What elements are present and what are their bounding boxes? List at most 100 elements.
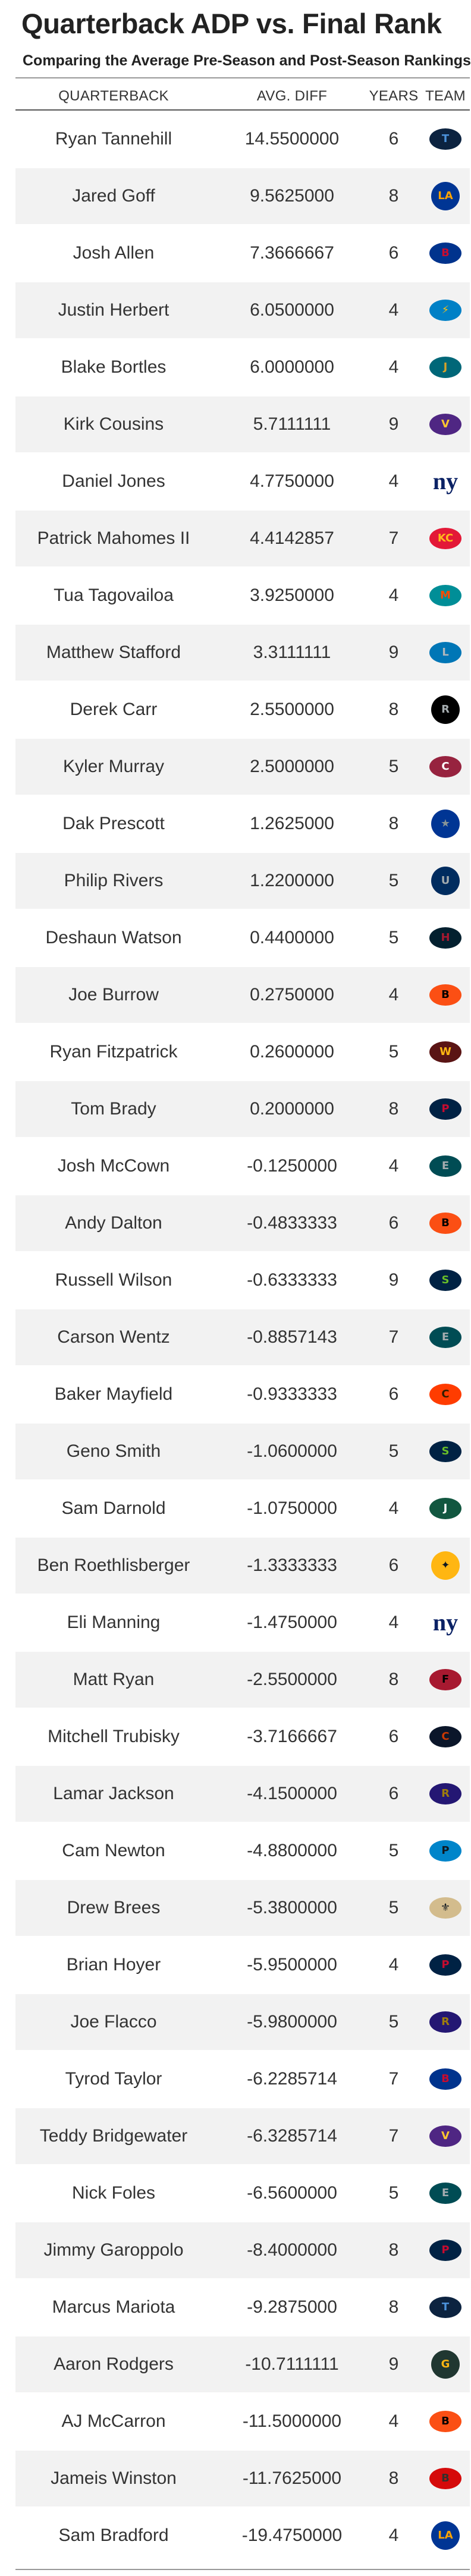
- table-row: Derek Carr 2.5500000 8 R: [15, 682, 470, 739]
- team-cell: G: [413, 2336, 471, 2392]
- years-value: 5: [388, 757, 399, 776]
- column-header-quarterback[interactable]: QUARTERBACK: [58, 88, 169, 104]
- bills-logo-icon: B: [429, 2068, 461, 2090]
- table-row: Deshaun Watson 0.4400000 5 H: [15, 910, 470, 967]
- quarterback-name: Aaron Rodgers: [54, 2354, 174, 2374]
- column-header-years[interactable]: YEARS: [369, 88, 419, 104]
- team-cell: S: [413, 1252, 471, 1308]
- titans-logo-icon: T: [429, 2297, 461, 2318]
- steelers-logo-icon: ✦: [431, 1551, 460, 1580]
- table-row: Teddy Bridgewater -6.3285714 7 V: [15, 2108, 470, 2165]
- quarterback-name: Jimmy Garoppolo: [43, 2240, 184, 2260]
- team-cell: LA: [413, 168, 471, 224]
- years-value: 8: [388, 700, 399, 719]
- bottom-rule: [15, 2569, 470, 2570]
- team-cell: P: [413, 1081, 471, 1137]
- avg-diff-value: 14.5500000: [244, 129, 340, 149]
- avg-diff-value: -10.7111111: [245, 2354, 339, 2374]
- team-cell: P: [413, 1823, 471, 1879]
- years-value: 8: [388, 2240, 399, 2260]
- years-value: 4: [388, 1156, 399, 1176]
- team-cell: KC: [413, 511, 471, 566]
- bears-logo-icon: C: [429, 1726, 461, 1747]
- table-row: Dak Prescott 1.2625000 8 ★: [15, 796, 470, 853]
- quarterback-name: Patrick Mahomes II: [37, 528, 190, 548]
- table-row: Eli Manning -1.4750000 4 ny: [15, 1595, 470, 1652]
- avg-diff-value: -3.7166667: [247, 1727, 337, 1746]
- years-value: 5: [388, 871, 399, 890]
- avg-diff-value: -0.1250000: [247, 1156, 337, 1176]
- bengals-logo-icon: B: [429, 2411, 461, 2432]
- quarterback-name: Baker Mayfield: [54, 1384, 173, 1404]
- avg-diff-value: -2.5500000: [247, 1670, 337, 1689]
- years-value: 6: [388, 1555, 399, 1575]
- avg-diff-value: -0.9333333: [247, 1384, 337, 1404]
- colts-logo-icon: U: [431, 867, 460, 895]
- avg-diff-value: 4.4142857: [250, 528, 334, 548]
- quarterback-name: Drew Brees: [67, 1898, 161, 1917]
- years-value: 7: [388, 2069, 399, 2089]
- table-row: Drew Brees -5.3800000 5 ⚜: [15, 1880, 470, 1937]
- years-value: 9: [388, 414, 399, 434]
- years-value: 8: [388, 2297, 399, 2317]
- years-value: 4: [388, 357, 399, 377]
- team-cell: E: [413, 1138, 471, 1194]
- table-row: Justin Herbert 6.0500000 4 ⚡: [15, 282, 470, 339]
- avg-diff-value: -4.1500000: [247, 1784, 337, 1803]
- team-cell: V: [413, 2108, 471, 2164]
- table-row: Tom Brady 0.2000000 8 P: [15, 1081, 470, 1138]
- column-header-avg-diff[interactable]: AVG. DIFF: [256, 88, 328, 104]
- years-value: 4: [388, 985, 399, 1004]
- avg-diff-value: -4.8800000: [247, 1841, 337, 1860]
- team-cell: U: [413, 853, 471, 909]
- years-value: 6: [388, 1784, 399, 1803]
- table-row: Tyrod Taylor -6.2285714 7 B: [15, 2051, 470, 2108]
- quarterback-name: Sam Darnold: [61, 1498, 166, 1518]
- team-cell: B: [413, 225, 471, 281]
- quarterback-name: Tua Tagovailoa: [54, 585, 174, 605]
- team-cell: C: [413, 739, 471, 795]
- avg-diff-value: -19.4750000: [241, 2525, 343, 2545]
- years-value: 8: [388, 814, 399, 833]
- years-value: 7: [388, 528, 399, 548]
- seahawks-logo-icon: S: [429, 1441, 461, 1462]
- column-header-team[interactable]: TEAM: [425, 88, 466, 104]
- quarterback-name: Philip Rivers: [64, 871, 164, 890]
- quarterback-name: Josh Allen: [73, 243, 155, 263]
- team-cell: B: [413, 967, 471, 1023]
- years-value: 5: [388, 1841, 399, 1860]
- quarterback-name: Tyrod Taylor: [65, 2069, 162, 2089]
- team-cell: L: [413, 625, 471, 681]
- avg-diff-value: 6.0500000: [250, 300, 334, 320]
- years-value: 9: [388, 2354, 399, 2374]
- texans-logo-icon: H: [429, 927, 461, 949]
- vikings-logo-icon: V: [429, 2125, 461, 2147]
- quarterback-name: Justin Herbert: [58, 300, 169, 320]
- page-title: Quarterback ADP vs. Final Rank: [21, 8, 442, 39]
- quarterback-name: Dak Prescott: [62, 814, 165, 833]
- avg-diff-value: -0.4833333: [247, 1213, 337, 1233]
- avg-diff-value: 6.0000000: [250, 357, 334, 377]
- team-cell: E: [413, 1309, 471, 1365]
- rams-logo-icon: LA: [431, 182, 460, 210]
- avg-diff-value: 3.3111111: [253, 643, 331, 662]
- team-cell: P: [413, 2222, 471, 2278]
- team-cell: E: [413, 2165, 471, 2221]
- table-row: Tua Tagovailoa 3.9250000 4 M: [15, 568, 470, 625]
- avg-diff-value: -6.5600000: [247, 2183, 337, 2203]
- avg-diff-value: 1.2625000: [250, 814, 334, 833]
- quarterback-name: Kyler Murray: [62, 757, 165, 776]
- quarterback-name: Teddy Bridgewater: [39, 2126, 188, 2146]
- years-value: 6: [388, 1213, 399, 1233]
- ravens-logo-icon: R: [429, 1783, 461, 1805]
- team-cell: ⚡: [413, 282, 471, 338]
- team-cell: V: [413, 396, 471, 452]
- quarterback-name: Josh McCown: [57, 1156, 170, 1176]
- years-value: 7: [388, 1327, 399, 1347]
- quarterback-name: Sam Bradford: [58, 2525, 169, 2545]
- table-row: Marcus Mariota -9.2875000 8 T: [15, 2279, 470, 2336]
- jaguars-logo-icon: J: [429, 357, 461, 378]
- years-value: 9: [388, 643, 399, 662]
- team-cell: F: [413, 1652, 471, 1708]
- avg-diff-value: 9.5625000: [250, 186, 334, 206]
